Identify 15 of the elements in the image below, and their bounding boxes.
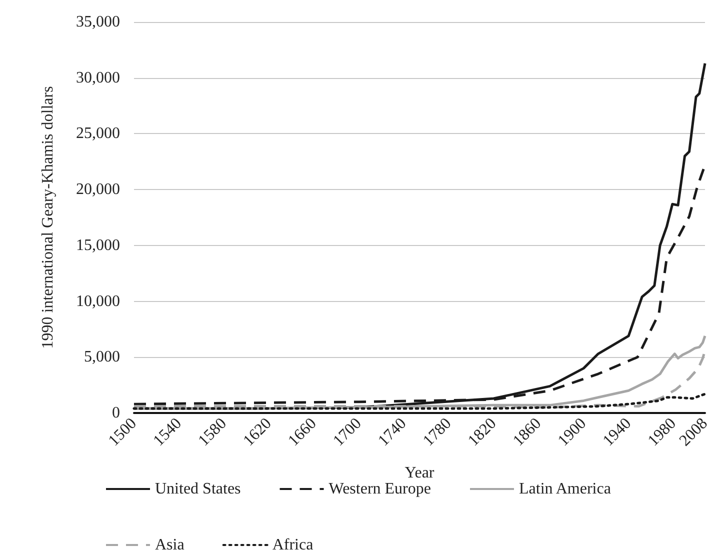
y-tick-label: 0 (112, 404, 120, 422)
y-tick-label: 5,000 (84, 348, 120, 366)
y-tick-label: 35,000 (76, 14, 120, 30)
legend-label: Africa (272, 536, 314, 554)
legend-label: United States (155, 480, 241, 498)
x-axis-title: Year (404, 464, 435, 482)
y-tick-label: 25,000 (76, 125, 120, 142)
y-tick-label: 15,000 (76, 236, 120, 254)
y-tick-label: 30,000 (76, 69, 120, 86)
y-tick-label: 10,000 (76, 292, 120, 310)
y-tick-label: 20,000 (76, 181, 120, 198)
legend-label: Latin America (518, 480, 611, 498)
legend-label: Western Europe (328, 480, 431, 498)
legend-label: Asia (155, 536, 184, 554)
y-axis-title: 1990 international Geary-Khamis dollars (40, 86, 56, 349)
